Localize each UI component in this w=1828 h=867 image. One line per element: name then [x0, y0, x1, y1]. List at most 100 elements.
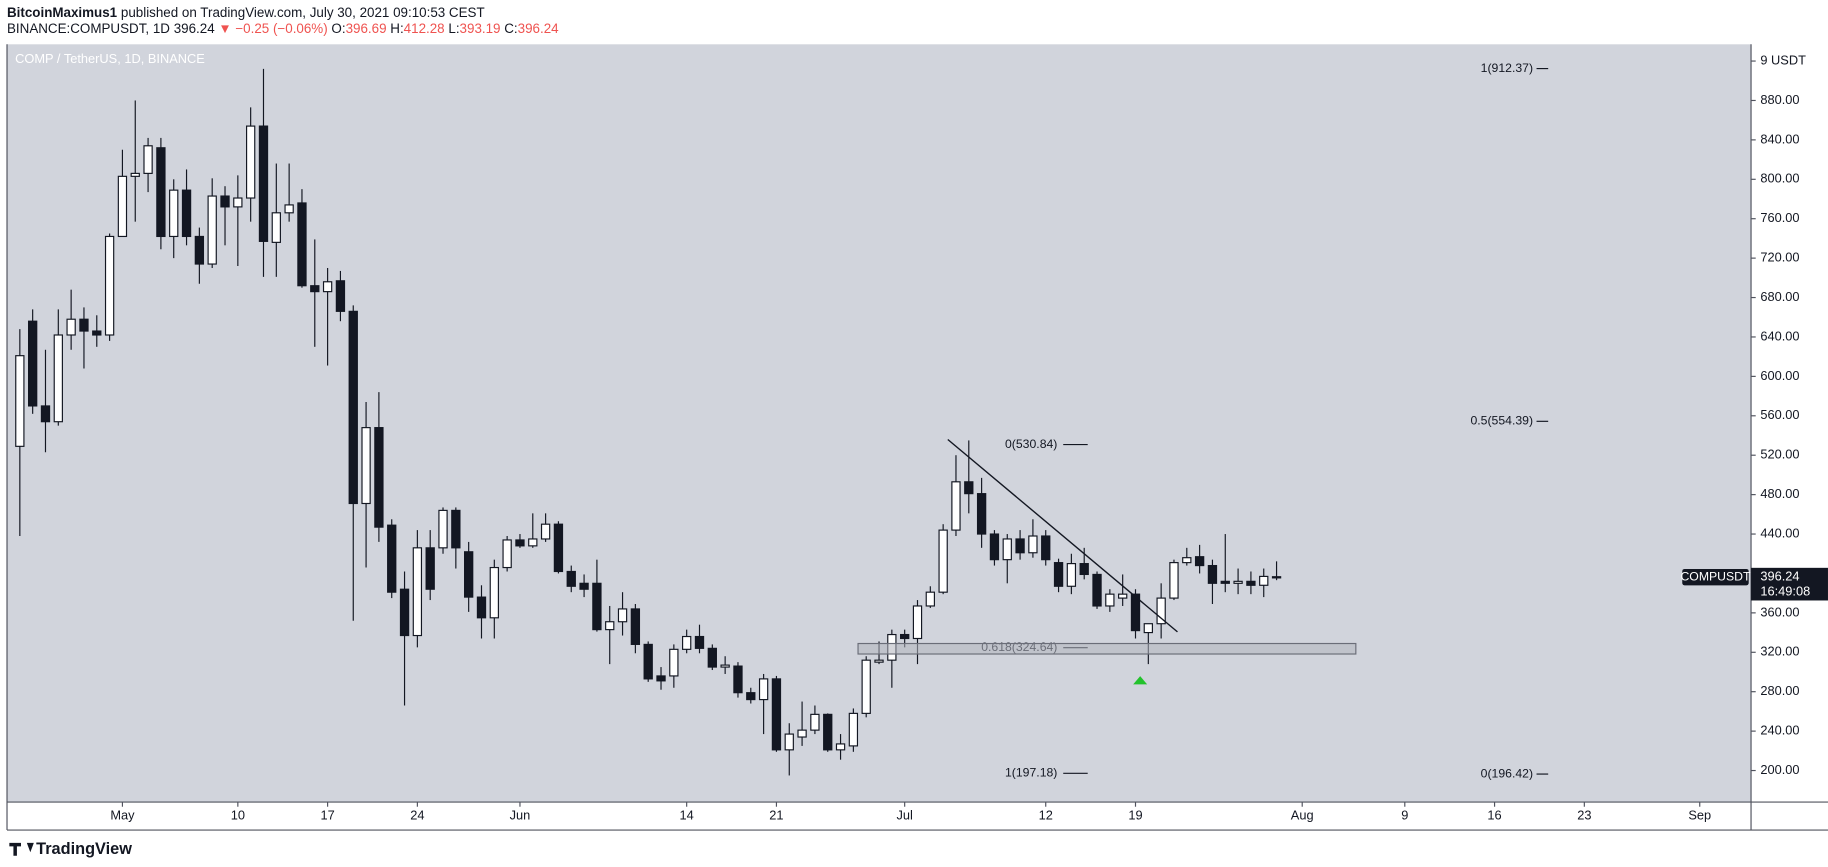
y-tick-label: 240.00 [1760, 723, 1799, 738]
candle-body [181, 189, 192, 238]
candle-body [938, 529, 948, 593]
x-tick-label: 19 [1128, 807, 1142, 822]
candle-body [617, 608, 628, 623]
candle-body [1182, 557, 1192, 564]
candle-body [310, 285, 320, 293]
candle-body [553, 523, 564, 573]
fib-label: 1(912.37) [1481, 61, 1533, 75]
x-tick-label: May [110, 807, 135, 822]
candle-body [707, 647, 717, 668]
candle-body [540, 523, 551, 540]
x-tick-label: 12 [1039, 807, 1053, 822]
candle-body [566, 570, 576, 587]
y-tick-label: 320.00 [1760, 644, 1799, 659]
ohlc-l: 393.19 [460, 21, 501, 36]
candle-body [1066, 563, 1077, 587]
candle-body [117, 175, 128, 238]
candle-body [1220, 580, 1230, 584]
candle-body [1079, 563, 1089, 576]
change: ▼ −0.25 (−0.06%) [218, 21, 327, 36]
candle-body [579, 582, 589, 590]
y-tick-label: 560.00 [1760, 407, 1799, 422]
candle-body [1053, 562, 1064, 587]
candle-body [361, 427, 371, 505]
candle-body [79, 318, 89, 332]
candle-body [1041, 535, 1051, 561]
price-label: 396.24 [1760, 569, 1799, 584]
y-tick-label: 760.00 [1760, 210, 1799, 225]
candle-body [156, 147, 166, 238]
candle-body [656, 675, 666, 682]
candle-body [976, 493, 987, 535]
y-tick-label: 440.00 [1760, 525, 1799, 540]
x-tick-label: Aug [1291, 807, 1314, 822]
candle-body [143, 145, 153, 174]
candle-body [951, 481, 961, 531]
ohlc-c-key: C: [504, 21, 517, 36]
y-tick-label: 720.00 [1760, 250, 1799, 265]
candle-body [823, 713, 833, 751]
candle-body [284, 204, 294, 214]
candle-body [1259, 575, 1269, 586]
y-tick-label: 680.00 [1760, 289, 1799, 304]
candle-body [900, 633, 910, 640]
candle-body [733, 665, 743, 694]
candle-body [810, 713, 820, 731]
candle-body [720, 664, 730, 668]
candle-body [1207, 564, 1218, 584]
buy-signal-arrow [1133, 676, 1148, 685]
published: published on TradingView.com, July 30, 2… [121, 4, 485, 19]
candle-body [964, 481, 974, 495]
candle-body [682, 635, 692, 650]
fib-label: 0(530.84) [1005, 437, 1057, 451]
candle-body [1130, 593, 1141, 632]
candle-body [233, 197, 243, 208]
candle-body [835, 743, 846, 751]
candle-body [643, 643, 653, 680]
candle-body [605, 621, 615, 631]
x-tick-label: 17 [320, 807, 334, 822]
candle-body [861, 659, 871, 714]
candle-body [1143, 623, 1153, 634]
candle-body [297, 202, 307, 287]
x-tick-label: Sep [1688, 807, 1711, 822]
ohlc-o-key: O: [331, 21, 345, 36]
candle-body [425, 547, 435, 590]
trendline [947, 438, 1178, 633]
candle-body [1118, 593, 1128, 599]
y-tick-label: 360.00 [1760, 604, 1799, 619]
candle-body [104, 235, 115, 336]
candle-body [515, 539, 525, 547]
candle-body [40, 405, 51, 423]
x-tick-label: Jul [896, 807, 912, 822]
candle-body [53, 334, 63, 423]
x-tick-label: 10 [231, 807, 245, 822]
ohlc-h: 412.28 [404, 21, 445, 36]
support-zone [857, 642, 1357, 655]
ohlc-l-key: L: [448, 21, 459, 36]
candle-body [1105, 593, 1115, 607]
marks: 200.00240.00280.00320.00360.00400.00440.… [15, 52, 1828, 822]
last-price: 396.24 [174, 21, 216, 36]
y-tick-label: 800.00 [1760, 171, 1799, 186]
y-tick-label: 640.00 [1760, 328, 1799, 343]
candle-body [771, 678, 782, 751]
ohlc-h-key: H: [390, 21, 403, 36]
candle-body [784, 733, 794, 751]
x-tick-label: 14 [680, 807, 694, 822]
candle-body [15, 355, 25, 447]
candle-body [1028, 535, 1038, 554]
candle-body [1194, 556, 1205, 567]
y-tick-label: 200.00 [1760, 762, 1799, 777]
candle-body [1015, 538, 1025, 554]
symbol: BINANCE:COMPUSDT, 1D [7, 21, 170, 36]
y-tick-label: 600.00 [1760, 368, 1799, 383]
candle-body [1156, 597, 1166, 625]
candle-body [348, 310, 358, 505]
x-tick-label: 21 [769, 807, 783, 822]
y-tick-label: 280.00 [1760, 683, 1799, 698]
fib-label: 1(197.18) [1005, 766, 1057, 780]
candle-body [27, 320, 38, 407]
candle-body [220, 195, 230, 208]
